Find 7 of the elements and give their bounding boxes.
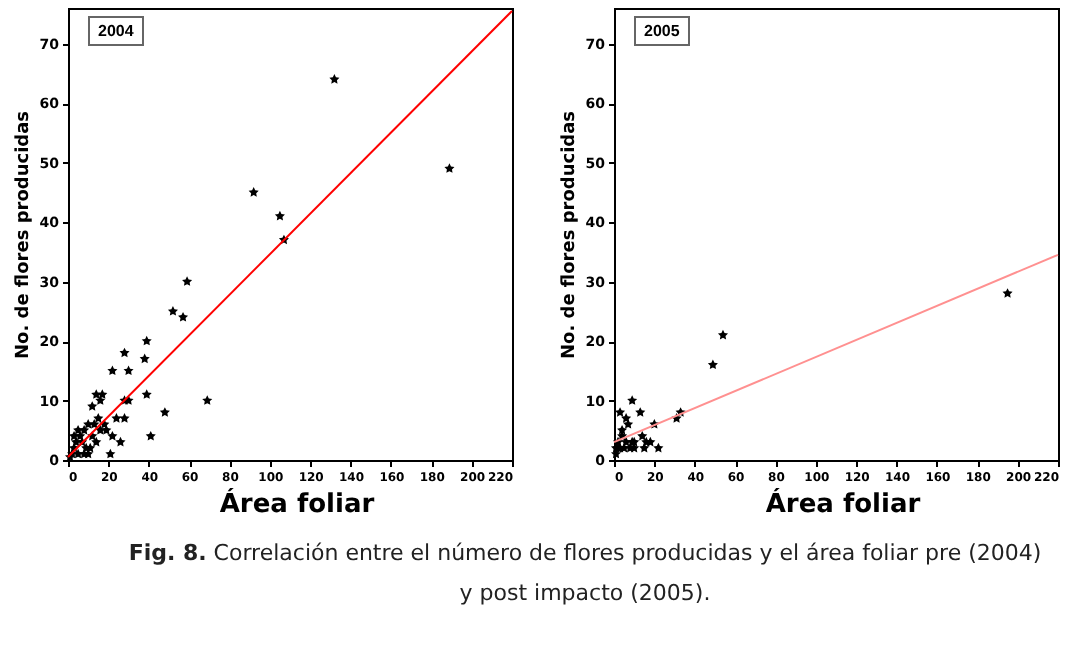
text: 2005	[634, 16, 690, 46]
x-axis-title: Área foliar	[763, 488, 923, 522]
x-axis-title: Área foliar	[217, 488, 377, 522]
caption: Fig. 8. Correlación entre el número de flores producidas y el área foliar pre (2004) y post impacto (2005).	[126, 538, 1044, 610]
y-axis-title: No. de flores producidas	[559, 110, 580, 360]
text: 2004	[88, 16, 144, 46]
y-axis-title: No. de flores producidas	[13, 110, 34, 360]
